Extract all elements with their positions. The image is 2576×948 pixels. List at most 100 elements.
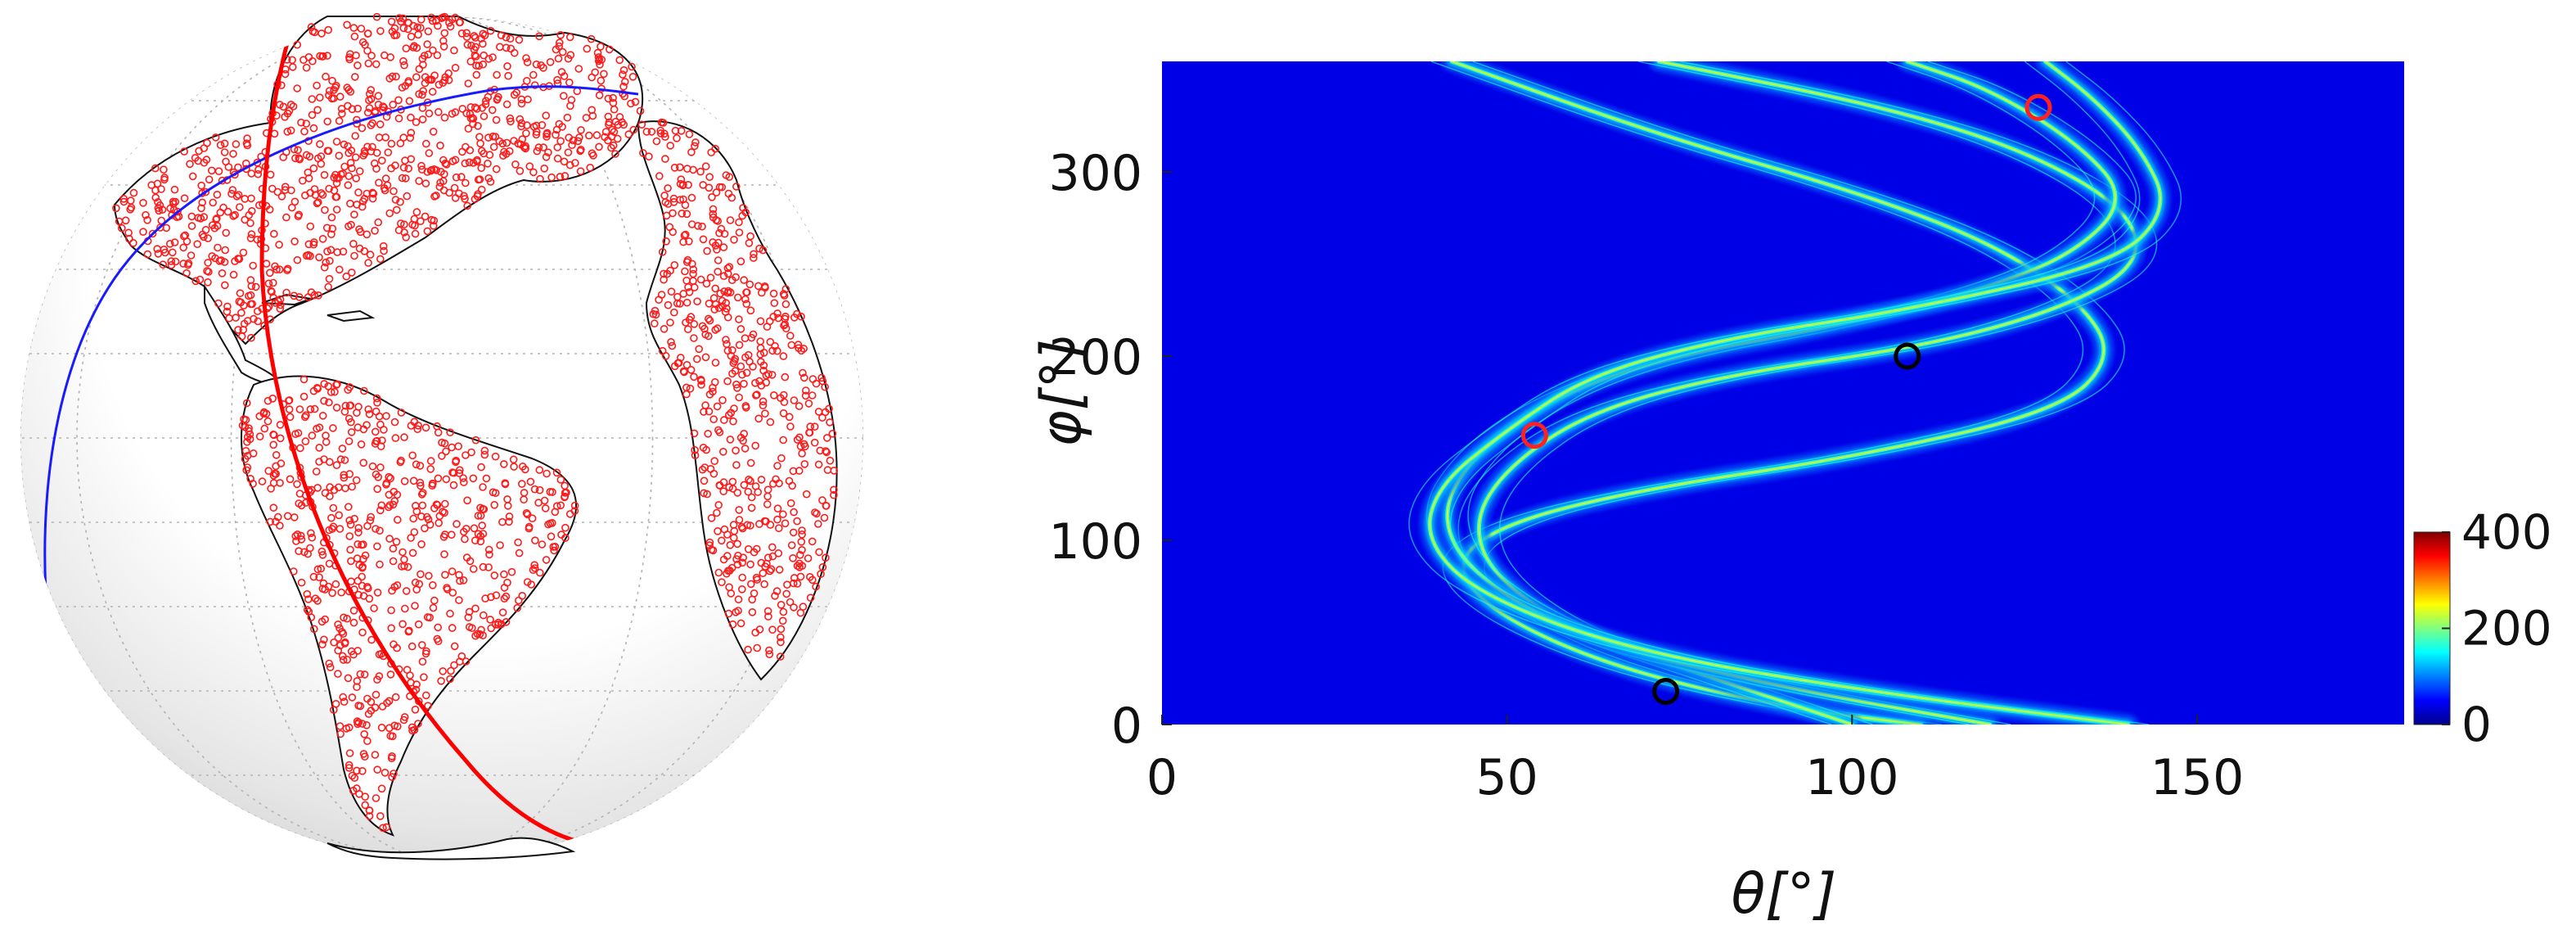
station-marker [434, 21, 442, 30]
globe-map [20, 12, 863, 860]
station-marker [345, 764, 354, 772]
station-marker [334, 670, 342, 678]
station-marker [744, 544, 753, 553]
station-marker [698, 465, 707, 474]
station-marker [412, 507, 421, 516]
station-marker [388, 732, 397, 741]
station-marker [249, 480, 257, 488]
station-marker [272, 469, 281, 478]
station-marker [347, 557, 355, 566]
station-marker [728, 369, 736, 378]
station-marker [263, 417, 272, 426]
station-marker [313, 565, 322, 574]
station-marker [558, 47, 567, 56]
station-marker [810, 438, 819, 447]
station-marker [148, 229, 157, 238]
station-marker [306, 544, 314, 553]
station-marker [477, 625, 485, 634]
station-marker [418, 489, 427, 497]
station-marker [424, 27, 433, 36]
station-marker [403, 666, 412, 675]
station-marker [707, 545, 716, 554]
station-marker [561, 172, 570, 180]
station-marker [396, 219, 405, 228]
station-marker [420, 52, 429, 60]
station-marker [777, 625, 786, 634]
station-marker [368, 142, 376, 151]
station-marker [779, 607, 788, 616]
station-marker [733, 489, 742, 497]
station-marker [295, 154, 304, 162]
station-marker [376, 526, 384, 535]
station-marker [322, 72, 330, 81]
station-marker [656, 129, 665, 138]
station-marker [329, 424, 337, 432]
station-marker [552, 130, 560, 139]
station-marker [732, 446, 740, 455]
station-marker [478, 521, 487, 530]
station-marker [817, 373, 826, 382]
station-marker [151, 193, 160, 202]
station-marker [381, 768, 390, 777]
station-marker [790, 603, 798, 612]
station-marker [335, 116, 344, 125]
station-marker [364, 259, 372, 267]
station-marker [532, 130, 541, 139]
station-marker [332, 138, 341, 146]
station-marker [757, 476, 766, 484]
station-marker [406, 133, 415, 142]
station-marker [400, 604, 409, 613]
station-marker [802, 490, 811, 499]
station-marker [412, 680, 421, 688]
station-marker [700, 489, 708, 498]
station-marker [358, 581, 367, 590]
station-markers [112, 12, 839, 833]
station-marker [363, 720, 371, 729]
station-marker [575, 133, 583, 142]
station-marker [390, 487, 399, 496]
station-marker [232, 140, 241, 148]
station-marker [530, 564, 539, 572]
station-marker [708, 193, 716, 201]
station-marker [289, 102, 298, 111]
station-marker [228, 186, 237, 194]
station-marker [312, 467, 321, 476]
station-marker [433, 51, 442, 60]
station-marker [276, 101, 284, 109]
station-marker [186, 160, 194, 169]
station-marker [296, 444, 304, 453]
station-marker [586, 164, 595, 172]
station-marker [272, 517, 280, 526]
station-marker [522, 54, 530, 62]
station-marker [225, 314, 233, 323]
station-marker [198, 198, 206, 207]
station-marker [710, 305, 719, 314]
station-marker [704, 429, 713, 438]
meridian-line [230, 16, 654, 860]
station-marker [798, 449, 806, 458]
station-marker [765, 646, 773, 655]
station-marker [349, 606, 358, 615]
station-marker [775, 566, 784, 574]
station-marker [454, 442, 463, 451]
station-marker [200, 158, 209, 167]
station-marker [317, 547, 327, 556]
station-marker [316, 52, 324, 61]
station-marker [793, 517, 801, 526]
station-marker [667, 287, 676, 296]
station-marker [808, 537, 817, 546]
station-marker [327, 246, 336, 255]
station-marker [497, 620, 506, 629]
station-marker [315, 444, 324, 452]
station-marker [273, 512, 282, 521]
station-marker [595, 91, 604, 100]
station-marker [353, 766, 361, 775]
station-marker [355, 167, 364, 175]
station-marker [283, 266, 291, 275]
station-marker [503, 62, 511, 70]
station-marker [139, 228, 147, 237]
station-marker [707, 148, 716, 156]
station-marker [738, 573, 747, 582]
station-marker [408, 548, 417, 558]
station-marker [376, 420, 385, 429]
